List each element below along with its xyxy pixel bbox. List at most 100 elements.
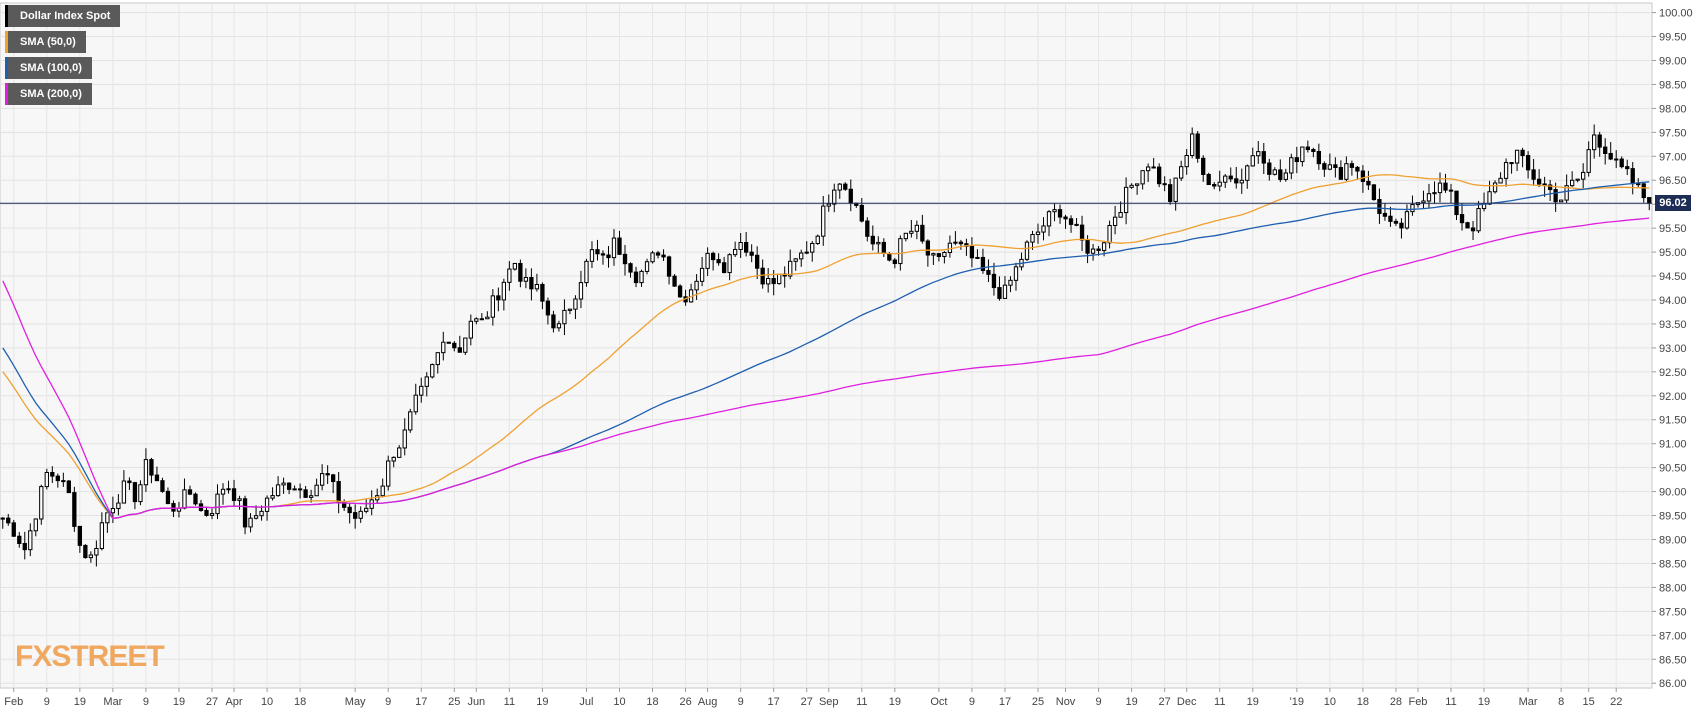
- candle-body: [870, 235, 875, 245]
- candle-body: [319, 473, 325, 486]
- candle-body: [810, 242, 815, 253]
- y-tick-label: 100.00: [1659, 8, 1693, 20]
- candle-body: [1487, 191, 1492, 205]
- candle-body: [1294, 157, 1299, 163]
- x-tick-label: Feb: [4, 696, 23, 708]
- candle-body: [127, 480, 132, 484]
- candle-body: [760, 267, 765, 285]
- candle-body: [292, 488, 297, 491]
- candle-body: [1283, 172, 1288, 180]
- x-tick-label: 9: [969, 696, 975, 708]
- candle-body: [1349, 163, 1355, 168]
- candle-body: [33, 518, 38, 532]
- candle-body: [633, 271, 639, 284]
- candle-body: [1085, 239, 1090, 254]
- candle-body: [1514, 149, 1520, 164]
- candle-body: [694, 280, 699, 291]
- candle-body: [1614, 158, 1619, 161]
- candle-body: [666, 256, 672, 277]
- y-tick-label: 86.50: [1659, 654, 1687, 666]
- candle-body: [165, 490, 171, 505]
- x-tick-label: 18: [646, 696, 658, 708]
- last-price-label: 96.02: [1655, 195, 1691, 212]
- candle-body: [1586, 149, 1591, 173]
- candle-body: [738, 241, 743, 250]
- candle-body: [1101, 242, 1107, 251]
- candle-body: [0, 517, 5, 520]
- candle-body: [1520, 149, 1525, 157]
- candle-body: [22, 543, 27, 551]
- y-tick-label: 86.00: [1659, 678, 1687, 690]
- candle-body: [270, 495, 275, 499]
- candle-body: [248, 517, 253, 528]
- candle-body: [578, 282, 584, 300]
- y-tick-label: 99.00: [1659, 55, 1687, 67]
- candle-body: [980, 256, 986, 272]
- candle-body: [953, 241, 958, 244]
- candle-body: [1503, 162, 1509, 179]
- candle-body: [1531, 169, 1536, 180]
- candle-body: [1382, 212, 1388, 217]
- candle-body: [1492, 182, 1498, 193]
- candle-body: [727, 254, 732, 274]
- x-tick-label: Aug: [698, 696, 718, 708]
- x-tick-label: Sep: [819, 696, 839, 708]
- x-tick-label: 25: [1032, 696, 1044, 708]
- legend-item-sma-50[interactable]: SMA (50,0): [5, 31, 86, 53]
- x-tick-label: 18: [294, 696, 306, 708]
- x-tick-label: 10: [613, 696, 625, 708]
- legend-item-sma-100[interactable]: SMA (100,0): [5, 57, 92, 79]
- candle-body: [1145, 166, 1151, 172]
- candle-body: [826, 203, 831, 207]
- candle-body: [1619, 158, 1624, 168]
- candle-body: [182, 489, 187, 509]
- candle-body: [936, 253, 942, 257]
- y-tick-label: 92.50: [1659, 367, 1687, 379]
- x-tick-label: 19: [536, 696, 548, 708]
- candle-body: [1278, 169, 1283, 180]
- candle-body: [314, 484, 319, 497]
- candle-body: [1013, 266, 1019, 281]
- candle-body: [716, 259, 721, 264]
- candle-body: [1542, 183, 1547, 186]
- candle-body: [1140, 170, 1145, 185]
- candle-body: [518, 262, 523, 282]
- candle-body: [1090, 248, 1096, 254]
- candle-body: [1300, 146, 1305, 163]
- candle-body: [1470, 227, 1476, 232]
- y-tick-label: 97.00: [1659, 151, 1687, 163]
- candle-body: [1217, 181, 1222, 187]
- candle-body: [39, 486, 44, 520]
- candle-body: [1201, 157, 1206, 175]
- y-tick-label: 96.50: [1659, 175, 1687, 187]
- x-tick-label: Mar: [103, 696, 122, 708]
- candle-body: [540, 283, 545, 302]
- candle-body: [1476, 208, 1481, 232]
- candle-body: [804, 251, 809, 254]
- legend-item-dollar-index[interactable]: Dollar Index Spot: [5, 5, 121, 27]
- candle-body: [947, 242, 953, 253]
- candle-body: [606, 254, 611, 259]
- candle-body: [226, 488, 231, 491]
- y-tick-label: 88.50: [1659, 558, 1687, 570]
- candle-body: [1641, 183, 1646, 199]
- candle-body: [303, 489, 308, 498]
- candle-body: [793, 258, 798, 262]
- candle-body: [452, 342, 457, 349]
- candle-body: [61, 480, 66, 483]
- candle-body: [584, 260, 589, 284]
- candle-body: [17, 535, 22, 545]
- candle-body: [1168, 184, 1173, 202]
- y-tick-label: 94.50: [1659, 271, 1687, 283]
- candle-body: [837, 183, 842, 191]
- candle-body: [1068, 218, 1074, 225]
- candle-body: [132, 482, 138, 503]
- candle-body: [380, 485, 385, 497]
- legend-item-sma-200[interactable]: SMA (200,0): [5, 83, 92, 105]
- x-tick-label: May: [345, 696, 366, 708]
- x-tick-label: '19: [1290, 696, 1304, 708]
- x-tick-label: Jun: [467, 696, 485, 708]
- candle-body: [413, 394, 418, 413]
- candle-body: [1597, 134, 1602, 148]
